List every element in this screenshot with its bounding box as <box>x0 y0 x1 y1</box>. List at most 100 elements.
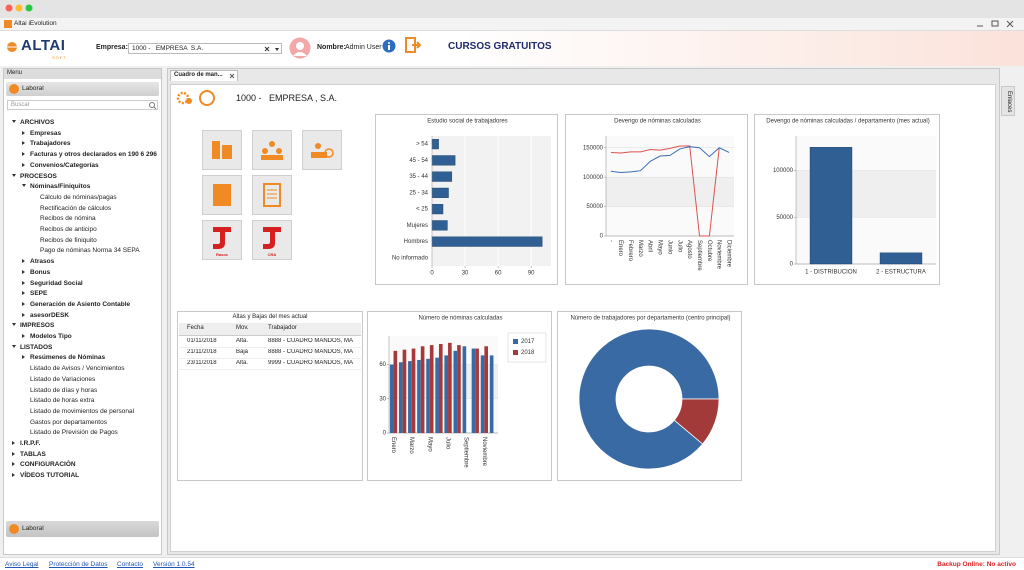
module-bar-bottom[interactable]: Laboral <box>6 521 159 537</box>
tree-item[interactable]: Resúmenes de Nóminas <box>4 352 161 363</box>
tree-item[interactable]: Cálculo de nóminas/pagas <box>4 192 161 203</box>
tree-item[interactable]: Recibos de finiquito <box>4 235 161 246</box>
tree-item[interactable]: Modelos Tipo <box>4 331 161 342</box>
chart: Número de nóminas calculadas 0 30 60 Enero Ma… <box>367 311 552 481</box>
tree-label: Listado de Avisos / Vencimientos <box>30 365 125 373</box>
tree-item[interactable]: asesorDESK <box>4 310 161 321</box>
shortcut-icon <box>261 141 283 160</box>
legend-box <box>507 332 547 363</box>
tree-label: Pago de nóminas Norma 34 SEPA <box>40 247 140 255</box>
tree-item[interactable]: Trabajadores <box>4 138 161 149</box>
movements-table: Altas y Bajas del mes actual Fecha Mov. Tr… <box>177 311 363 481</box>
expanded-arrow <box>22 184 26 188</box>
grid-band <box>606 177 734 207</box>
table-row[interactable]: 23/11/2018 Alta. 9999 - CUADRO MANDOS, MA <box>179 358 361 370</box>
tree-label: Listado de días y horas <box>30 386 98 394</box>
footer-link[interactable]: Aviso Legal <box>5 561 39 568</box>
column-header[interactable]: Trabajador <box>268 325 297 331</box>
tree-item[interactable]: Seguridad Social <box>4 278 161 289</box>
tree-item[interactable]: TABLAS <box>4 449 161 460</box>
avatar[interactable] <box>289 37 311 59</box>
tree-label: IMPRESOS <box>20 322 55 330</box>
table-cell: 8888 - CUADRO MANDOS, MA <box>268 338 354 344</box>
tab[interactable]: Cuadro de man... <box>170 70 238 81</box>
tree-item[interactable]: Listado de Variaciones <box>4 374 161 385</box>
y-tick-label: < 25 <box>416 207 429 213</box>
tree-item[interactable]: Atrasos <box>4 256 161 267</box>
tab-close[interactable] <box>229 73 235 79</box>
tree-label: Modelos Tipo <box>30 333 72 340</box>
table-row[interactable]: 21/11/2018 Baja 8888 - CUADRO MANDOS, MA <box>179 347 361 359</box>
footer-link[interactable]: Contacto <box>117 561 144 568</box>
promo-link[interactable]: CURSOS GRATUITOS <box>448 41 552 52</box>
shortcut-button[interactable] <box>252 175 292 215</box>
tree-item[interactable]: I.R.P.F. <box>4 438 161 449</box>
tree-item[interactable]: Rectificación de cálculos <box>4 203 161 214</box>
bar <box>402 349 407 433</box>
tree-item[interactable]: Listado de Previsión de Pagos <box>4 427 161 438</box>
expanded-arrow <box>12 173 16 177</box>
tree-item[interactable]: PROCESOS <box>4 171 161 182</box>
tree-item[interactable]: LISTADOS <box>4 342 161 353</box>
column-header[interactable]: Fecha <box>187 325 204 331</box>
empresa-combo[interactable]: 1000 - EMPRESA S.A. <box>128 43 282 54</box>
collapsed-arrow <box>22 280 25 285</box>
tree-item[interactable]: Listado de días y horas <box>4 385 161 396</box>
tree-item[interactable]: Gastos por departamentos <box>4 417 161 428</box>
search-box[interactable]: Buscar <box>7 100 158 110</box>
tree-label: Listado de horas extra <box>30 397 95 405</box>
table-row[interactable]: 01/11/2018 Alta. 8888 - CUADRO MANDOS, MA <box>179 336 361 348</box>
tree-item[interactable]: Nóminas/Finiquitos <box>4 181 161 192</box>
shortcut-button[interactable]: CRA <box>252 220 292 260</box>
tree-item[interactable]: Convenios/Categorías <box>4 160 161 171</box>
window-controls[interactable] <box>975 19 1020 29</box>
side-tab[interactable]: Enlaces <box>1001 86 1015 116</box>
legend-label: 2018 <box>521 350 535 356</box>
x-tick-label: 90 <box>528 271 535 277</box>
shortcut-button[interactable]: Rasoc <box>202 220 242 260</box>
shortcut-icon <box>263 227 281 249</box>
tree-item[interactable]: Bonus <box>4 267 161 278</box>
tree-item[interactable]: Empresas <box>4 128 161 139</box>
shortcut-icon <box>213 227 231 249</box>
tree-item[interactable]: IMPRESOS <box>4 320 161 331</box>
tree-item[interactable]: Recibos de anticipo <box>4 224 161 235</box>
tree-item[interactable]: CONFIGURACIÓN <box>4 459 161 470</box>
tree-item[interactable]: SEPE <box>4 288 161 299</box>
combo-buttons[interactable] <box>263 45 281 53</box>
bar <box>420 346 425 433</box>
shortcut-button[interactable] <box>252 130 292 170</box>
exit-button[interactable] <box>405 37 421 53</box>
shortcut-button[interactable] <box>202 175 242 215</box>
dashboard-icons[interactable] <box>176 89 216 107</box>
tree-item[interactable]: VÍDEOS TUTORIAL <box>4 470 161 481</box>
shortcut-button[interactable] <box>202 130 242 170</box>
y-tick-label: 50000 <box>776 215 793 221</box>
footer-link[interactable]: Protección de Datos <box>49 561 108 568</box>
x-tick-label: 2 - ESTRUCTURA <box>876 270 926 276</box>
tree-item[interactable]: Pago de nóminas Norma 34 SEPA <box>4 245 161 256</box>
y-tick-label: 60 <box>379 362 386 368</box>
tree-item[interactable]: Recibos de nómina <box>4 213 161 224</box>
tree-item[interactable]: Listado de movimientos de personal <box>4 406 161 417</box>
shortcut-button[interactable] <box>302 130 342 170</box>
table-cell: Alta. <box>236 338 249 344</box>
shortcut-caption: CRA <box>267 252 277 257</box>
column-header[interactable]: Mov. <box>236 325 249 331</box>
tree-label: TABLAS <box>20 450 46 458</box>
collapsed-arrow <box>22 130 25 135</box>
footer-link[interactable]: Versión 1.0.54 <box>153 561 195 568</box>
tree-item[interactable]: Facturas y otros declarados en 190 6 296 <box>4 149 161 160</box>
tree-item[interactable]: Listado de Avisos / Vencimientos <box>4 363 161 374</box>
tree-item[interactable]: Listado de horas extra <box>4 395 161 406</box>
info-button[interactable] <box>382 39 396 53</box>
menu-tree: ARCHIVOS Empresas Trabajadores Facturas y o… <box>4 117 161 517</box>
empresa-label: Empresa: <box>96 44 128 51</box>
shortcut-caption: Rasoc <box>215 252 228 257</box>
tree-item[interactable]: ARCHIVOS <box>4 117 161 128</box>
module-label: Laboral <box>22 85 44 92</box>
bar <box>879 252 923 265</box>
module-bar[interactable]: Laboral <box>6 82 159 96</box>
tree-item[interactable]: Generación de Asiento Contable <box>4 299 161 310</box>
